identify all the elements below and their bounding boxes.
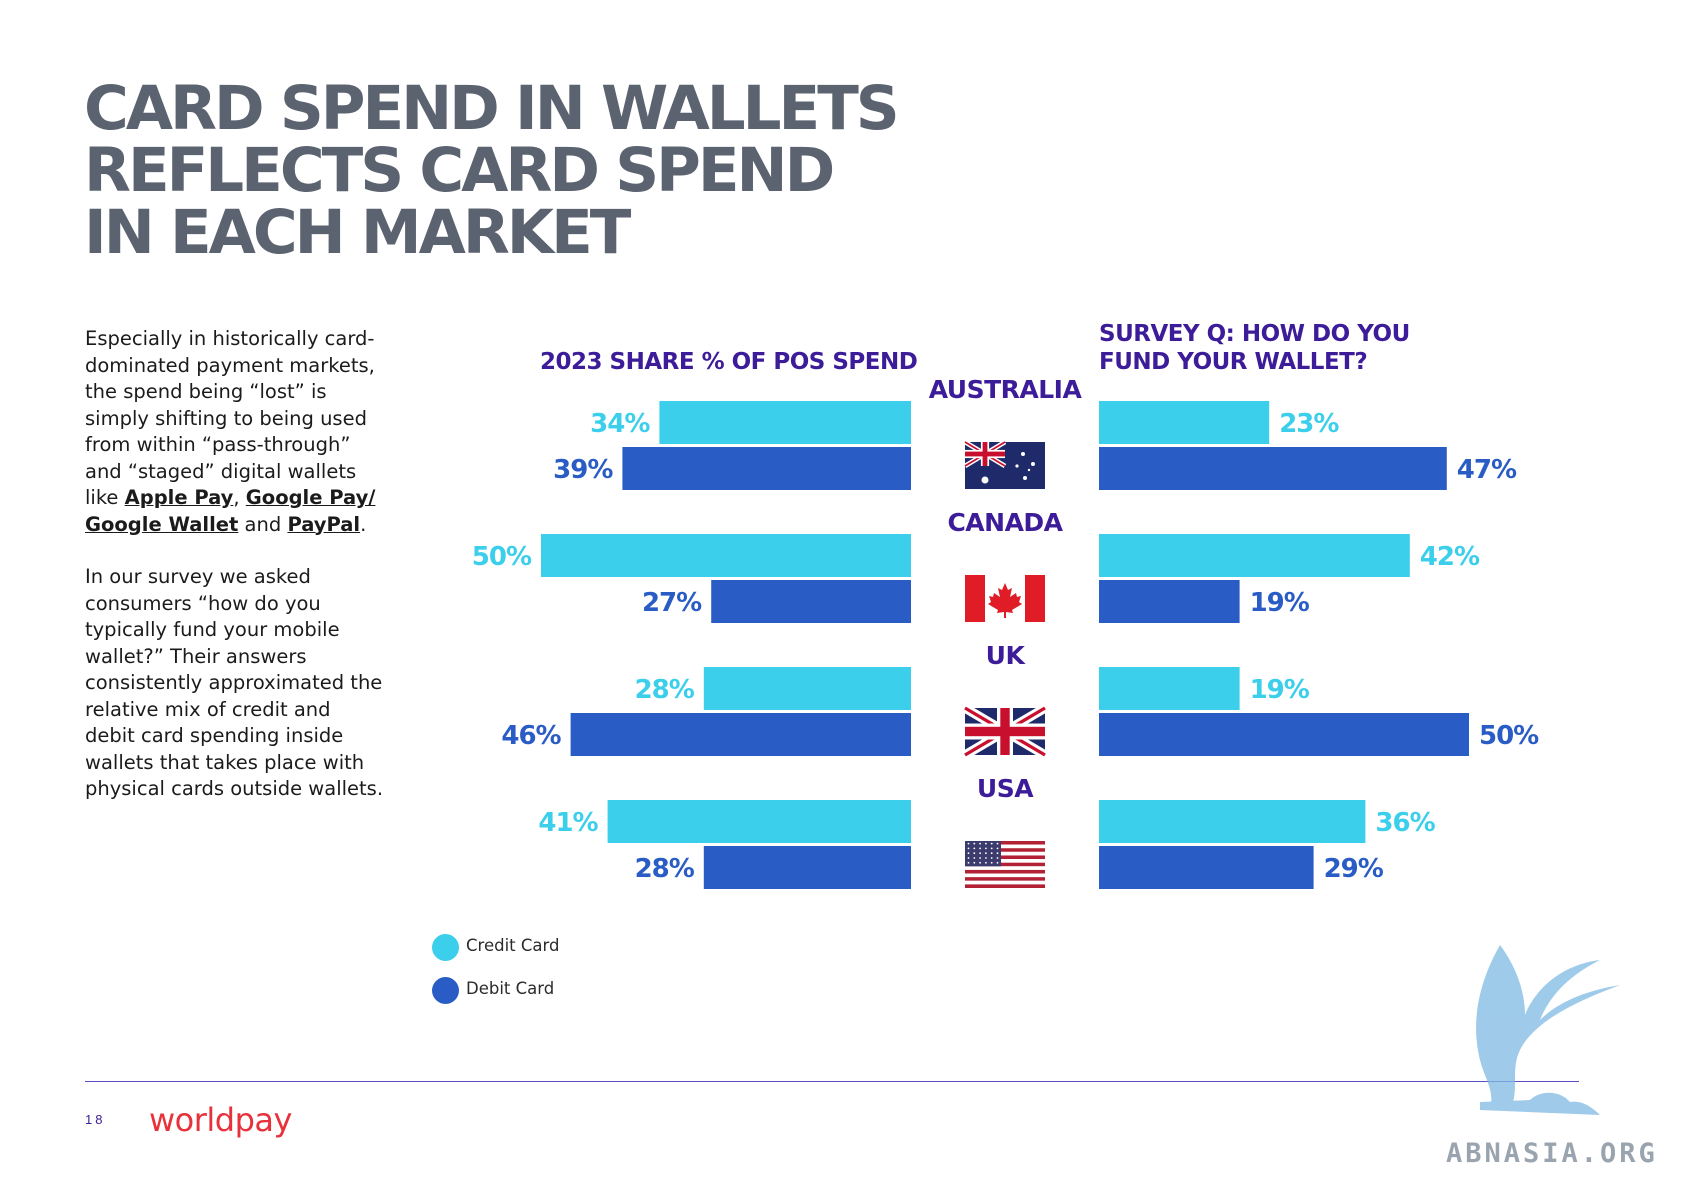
survey-debit-label-uk: 50% [1479, 721, 1539, 751]
survey-credit-bar-usa [1099, 800, 1366, 843]
intro-p1-text: Especially in historically card-dominate… [85, 327, 375, 509]
right-chart-header: SURVEY Q: HOW DO YOU FUND YOUR WALLET? [1099, 320, 1410, 376]
survey-credit-label-canada: 42% [1420, 542, 1480, 572]
intro-paragraph-1: Especially in historically card-dominate… [85, 326, 385, 538]
pos-debit-bar-australia [622, 447, 911, 490]
intro-sep-1: , [233, 486, 246, 509]
survey-debit-bar-australia [1099, 447, 1447, 490]
watermark-text: ABNASIA.ORG [1446, 1138, 1658, 1169]
pos-debit-bar-canada [711, 580, 911, 623]
country-label-canada: CANADA [947, 508, 1063, 537]
survey-credit-label-australia: 23% [1279, 409, 1339, 439]
title-line-1: CARD SPEND IN WALLETS [84, 73, 900, 144]
canada-flag-icon [965, 575, 1045, 622]
title-line-2: REFLECTS CARD SPEND [84, 135, 835, 206]
legend-debit-swatch [432, 977, 459, 1004]
pos-credit-bar-canada [541, 534, 911, 577]
survey-credit-label-uk: 19% [1250, 675, 1310, 705]
right-header-line-1: SURVEY Q: HOW DO YOU [1099, 321, 1410, 347]
survey-debit-bar-canada [1099, 580, 1240, 623]
pos-credit-bar-uk [703, 667, 911, 710]
legend-credit-swatch [432, 934, 459, 961]
intro-text: Especially in historically card-dominate… [85, 326, 385, 829]
country-label-australia: AUSTRALIA [929, 375, 1083, 404]
survey-credit-bar-canada [1099, 534, 1410, 577]
survey-debit-bar-usa [1099, 846, 1314, 889]
pos-debit-label-uk: 46% [501, 721, 561, 751]
pos-debit-bar-uk [570, 713, 911, 756]
survey-credit-bar-uk [1099, 667, 1240, 710]
apple-pay-link[interactable]: Apple Pay [124, 486, 234, 509]
page-number: 18 [85, 1112, 106, 1127]
pos-credit-label-usa: 41% [538, 808, 598, 838]
watermark-bird-icon [1476, 945, 1620, 1115]
pos-debit-bar-usa [703, 846, 911, 889]
pos-debit-label-canada: 27% [642, 588, 702, 618]
pos-credit-label-canada: 50% [472, 542, 532, 572]
legend-credit-label: Credit Card [466, 936, 560, 955]
usa-flag-icon [965, 841, 1045, 888]
page-title: CARD SPEND IN WALLETS REFLECTS CARD SPEN… [84, 78, 1044, 264]
intro-sep-2: and [238, 512, 288, 536]
survey-credit-label-usa: 36% [1375, 808, 1435, 838]
title-line-3: IN EACH MARKET [84, 197, 631, 268]
pos-credit-label-uk: 28% [635, 675, 695, 705]
survey-credit-bar-australia [1099, 401, 1270, 444]
pos-debit-label-australia: 39% [553, 455, 613, 485]
country-label-uk: UK [986, 641, 1027, 670]
left-chart-header: 2023 SHARE % OF POS SPEND [540, 349, 918, 375]
pos-credit-bar-usa [607, 800, 911, 843]
paypal-link[interactable]: PayPal [287, 512, 361, 536]
survey-debit-label-canada: 19% [1250, 588, 1310, 618]
uk-flag-icon [962, 703, 1048, 760]
country-label-usa: USA [977, 774, 1034, 803]
right-header-line-2: FUND YOUR WALLET? [1099, 349, 1368, 375]
footer-divider [85, 1081, 1579, 1082]
pos-credit-label-australia: 34% [590, 409, 650, 439]
survey-debit-label-australia: 47% [1457, 455, 1517, 485]
intro-end: . [360, 512, 367, 536]
worldpay-logo: worldpay [149, 1101, 292, 1139]
legend-debit-label: Debit Card [466, 979, 555, 998]
google-pay-link[interactable]: Google Pay/ Google Wallet [85, 486, 376, 536]
survey-debit-label-usa: 29% [1324, 854, 1384, 884]
australia-flag-icon [963, 439, 1045, 489]
pos-credit-bar-australia [659, 401, 911, 444]
pos-debit-label-usa: 28% [635, 854, 695, 884]
intro-paragraph-2: In our survey we asked consumers “how do… [85, 565, 384, 800]
survey-debit-bar-uk [1099, 713, 1469, 756]
